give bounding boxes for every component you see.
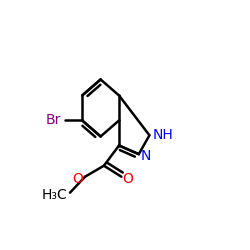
Text: O: O	[123, 172, 134, 185]
Text: O: O	[72, 172, 83, 185]
Text: N: N	[140, 148, 150, 162]
Text: NH: NH	[152, 128, 173, 142]
Text: H₃C: H₃C	[42, 188, 68, 202]
Text: Br: Br	[45, 114, 61, 128]
